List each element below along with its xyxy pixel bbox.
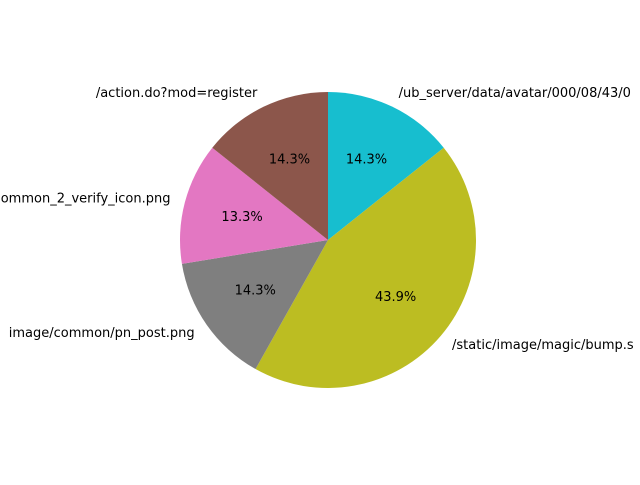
slice-category-label: /ub_server/data/avatar/000/08/43/0 bbox=[399, 86, 631, 101]
pie-slice bbox=[328, 92, 444, 240]
pie-labels: 14.3% /ub_server/data/avatar/000/08/43/0 4… bbox=[1, 86, 634, 353]
pie-slice bbox=[181, 240, 328, 370]
slice-category-label: ommon_2_verify_icon.png bbox=[1, 191, 171, 206]
slice-category-label: /static/image/magic/bump.s bbox=[452, 338, 634, 353]
slice-percent-label: 14.3% bbox=[346, 152, 387, 167]
slice-percent-label: 14.3% bbox=[269, 152, 310, 167]
pie-slices bbox=[180, 92, 477, 389]
slice-percent-label: 14.3% bbox=[235, 283, 276, 298]
pie-slice bbox=[180, 147, 328, 264]
slice-category-label: image/common/pn_post.png bbox=[9, 326, 195, 341]
slice-percent-label: 13.3% bbox=[221, 210, 262, 225]
slice-category-label: /action.do?mod=register bbox=[96, 86, 258, 101]
pie-slice bbox=[212, 92, 328, 240]
pie-slice bbox=[255, 147, 477, 389]
slice-percent-label: 43.9% bbox=[375, 290, 416, 305]
